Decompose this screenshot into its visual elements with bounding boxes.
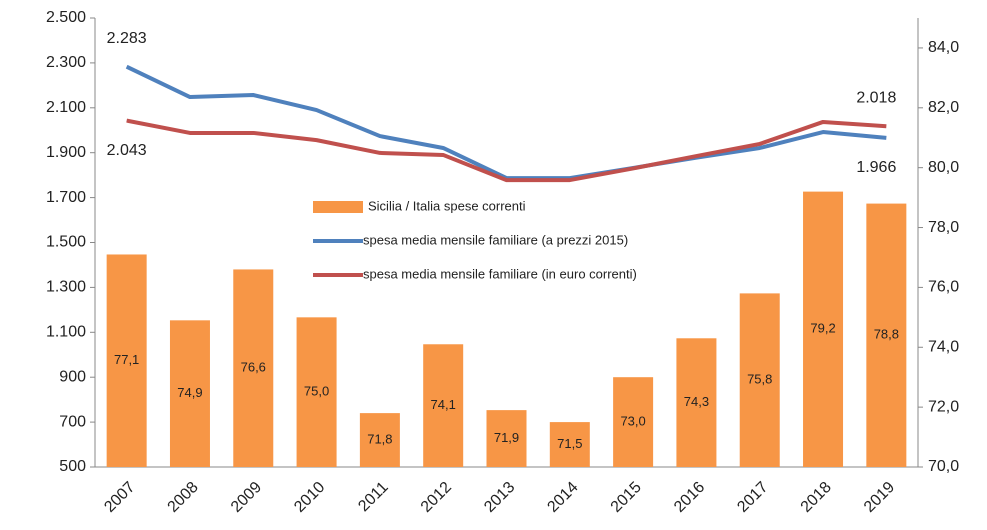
- bar-value-label: 76,6: [241, 360, 266, 375]
- y2-tick-label: 80,0: [928, 159, 959, 176]
- y2-tick-label: 70,0: [928, 458, 959, 475]
- x-tick-label: 2011: [355, 479, 391, 515]
- x-tick-label: 2009: [228, 479, 265, 516]
- y2-tick-label: 72,0: [928, 398, 959, 415]
- bar: [613, 377, 654, 467]
- bar-value-label: 75,8: [747, 372, 772, 387]
- x-tick-label: 2015: [608, 479, 645, 516]
- legend-swatch: [313, 201, 363, 213]
- x-tick-label: 2010: [291, 479, 328, 516]
- bar: [676, 338, 717, 467]
- bar-value-label: 74,9: [177, 385, 202, 400]
- bar-value-label: 77,1: [114, 352, 139, 367]
- bar-value-label: 73,0: [620, 414, 645, 429]
- y2-tick-label: 74,0: [928, 338, 959, 355]
- y-tick-label: 500: [59, 458, 86, 475]
- line-value-label: 2.283: [107, 30, 147, 47]
- bar: [423, 344, 464, 467]
- bar: [169, 320, 210, 467]
- bar-value-label: 79,2: [810, 321, 835, 336]
- y-tick-label: 1.100: [46, 324, 86, 341]
- x-tick-label: 2014: [544, 479, 581, 516]
- bar: [549, 422, 590, 467]
- legend-label: Sicilia / Italia spese correnti: [368, 198, 526, 213]
- bar: [233, 269, 274, 467]
- bar: [866, 203, 907, 467]
- line: [125, 64, 887, 181]
- bar-value-label: 75,0: [304, 384, 329, 399]
- y-tick-label: 2.500: [46, 9, 86, 26]
- x-tick-label: 2012: [418, 479, 455, 516]
- legend-label: spesa media mensile familiare (a prezzi …: [363, 232, 628, 247]
- bar: [106, 254, 147, 467]
- x-tick-label: 2018: [798, 479, 835, 516]
- x-tick-label: 2008: [165, 479, 202, 516]
- y-tick-label: 900: [59, 368, 86, 385]
- bar-value-label: 71,9: [494, 430, 519, 445]
- y-tick-label: 1.500: [46, 234, 86, 251]
- bar: [739, 293, 780, 467]
- y-tick-label: 1.300: [46, 279, 86, 296]
- line-value-label: 2.018: [856, 89, 896, 106]
- y-tick-label: 2.300: [46, 54, 86, 71]
- x-tick-label: 2019: [861, 479, 898, 516]
- bar-value-label: 71,5: [557, 436, 582, 451]
- bar-value-label: 74,3: [684, 394, 709, 409]
- bar-value-label: 78,8: [874, 327, 899, 342]
- bar: [803, 191, 844, 467]
- y-tick-label: 1.900: [46, 144, 86, 161]
- y-tick-label: 700: [59, 413, 86, 430]
- y-tick-label: 2.100: [46, 99, 86, 116]
- bar: [486, 410, 527, 467]
- bar: [359, 413, 400, 467]
- bar-value-label: 71,8: [367, 431, 392, 446]
- x-tick-label: 2017: [734, 479, 771, 516]
- line: [126, 118, 887, 183]
- line-value-label: 2.043: [107, 142, 147, 159]
- legend-label: spesa media mensile familiare (in euro c…: [363, 266, 637, 281]
- y2-tick-label: 82,0: [928, 99, 959, 116]
- y2-tick-label: 84,0: [928, 39, 959, 56]
- bar: [296, 317, 337, 467]
- y-tick-label: 1.700: [46, 189, 86, 206]
- line-value-label: 1.966: [856, 159, 896, 176]
- x-tick-label: 2016: [671, 479, 708, 516]
- bar-value-label: 74,1: [431, 397, 456, 412]
- x-tick-label: 2013: [481, 479, 518, 516]
- x-tick-label: 2007: [101, 479, 138, 516]
- y2-tick-label: 76,0: [928, 279, 959, 296]
- y2-tick-label: 78,0: [928, 219, 959, 236]
